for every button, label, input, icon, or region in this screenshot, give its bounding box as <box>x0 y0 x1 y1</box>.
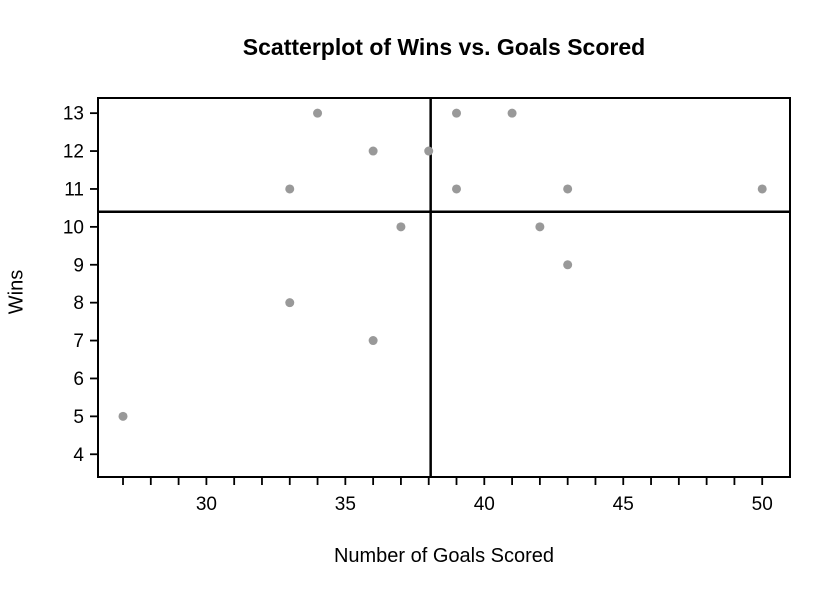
y-tick-label: 12 <box>63 142 84 163</box>
data-point <box>507 108 517 118</box>
data-point <box>285 184 295 194</box>
chart-title: Scatterplot of Wins vs. Goals Scored <box>242 34 646 60</box>
x-tick-label: 35 <box>335 494 356 515</box>
data-point <box>563 260 573 270</box>
data-point <box>368 336 378 346</box>
y-tick-label: 9 <box>73 255 84 276</box>
data-point <box>563 184 573 194</box>
x-axis-label: Number of Goals Scored <box>333 545 555 567</box>
y-tick-label: 5 <box>73 407 84 428</box>
data-point <box>424 146 434 156</box>
data-point <box>535 222 545 232</box>
x-tick-label: 45 <box>613 494 634 515</box>
y-tick-label: 11 <box>64 179 84 200</box>
data-point <box>396 222 406 232</box>
plot-frame <box>97 97 791 478</box>
y-tick-label: 7 <box>73 331 84 352</box>
x-tick-label: 40 <box>474 494 495 515</box>
x-tick-label: 50 <box>752 494 773 515</box>
data-point <box>452 108 462 118</box>
data-point <box>313 108 323 118</box>
y-tick-label: 10 <box>63 217 84 238</box>
data-point <box>452 184 462 194</box>
x-tick-label: 30 <box>196 494 217 515</box>
data-point <box>757 184 767 194</box>
y-tick-label: 8 <box>73 293 84 314</box>
y-tick-label: 6 <box>73 369 84 390</box>
data-point <box>285 298 295 308</box>
data-point <box>368 146 378 156</box>
data-point <box>118 411 128 421</box>
y-tick-label: 4 <box>73 445 84 466</box>
y-tick-label: 13 <box>63 104 84 125</box>
